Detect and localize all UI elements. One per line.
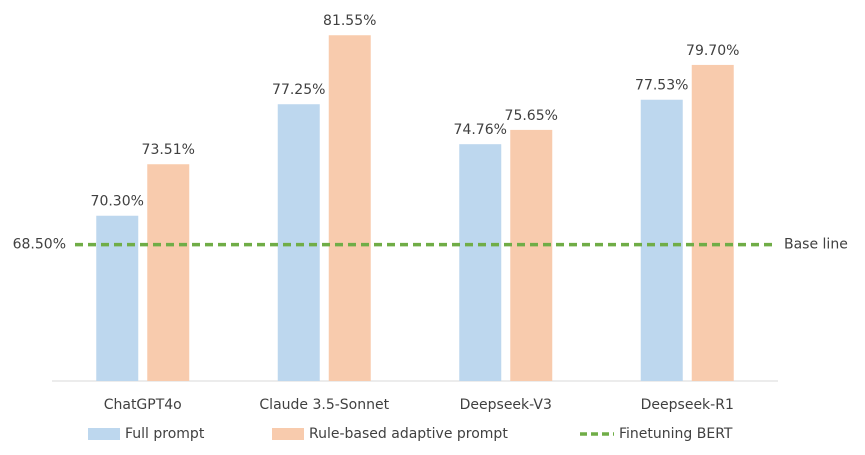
reference-annotation: Base line	[784, 237, 848, 253]
value-label: 79.70%	[686, 43, 739, 59]
bar	[277, 104, 320, 381]
x-tick-label: Deepseek-V3	[460, 397, 552, 413]
bar	[328, 35, 371, 382]
legend-label: Rule-based adaptive prompt	[309, 426, 508, 442]
bar	[459, 144, 502, 381]
legend-label: Full prompt	[125, 426, 205, 442]
legend-swatch	[272, 428, 304, 440]
bar	[147, 164, 190, 381]
value-label: 75.65%	[505, 108, 558, 124]
bar	[96, 215, 139, 381]
x-tick-label: Claude 3.5-Sonnet	[259, 397, 389, 413]
x-tick-label: ChatGPT4o	[104, 397, 182, 413]
value-label: 77.25%	[272, 82, 325, 98]
value-label: 74.76%	[454, 122, 507, 138]
value-label: 70.30%	[91, 194, 144, 210]
bar	[510, 129, 553, 381]
legend-label: Finetuning BERT	[619, 426, 733, 442]
reference-value-label: 68.50%	[13, 237, 66, 253]
value-label: 81.55%	[323, 13, 376, 29]
value-label: 77.53%	[635, 78, 688, 94]
x-tick-label: Deepseek-R1	[641, 397, 734, 413]
value-label: 73.51%	[142, 142, 195, 158]
legend-swatch	[88, 428, 120, 440]
bar	[691, 64, 734, 382]
bar	[640, 99, 683, 381]
